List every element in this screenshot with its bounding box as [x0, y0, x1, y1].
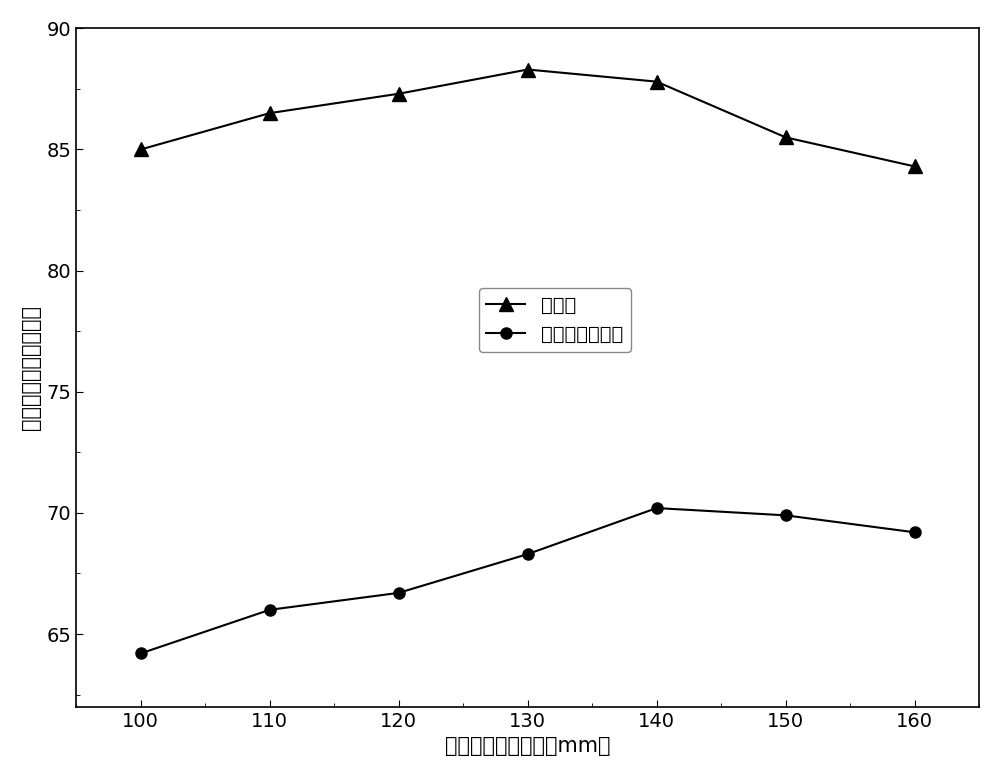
二噌英减排效率 — [651, 503, 663, 513]
X-axis label: 协同减排料层高度（mm）: 协同减排料层高度（mm） — [445, 736, 610, 756]
脱硫率 — [135, 145, 147, 154]
脱硫率 — [264, 109, 276, 118]
二噌英减排效率 — [264, 605, 276, 615]
脱硫率 — [522, 64, 534, 74]
二噌英减排效率 — [909, 528, 921, 537]
脱硫率 — [780, 133, 792, 142]
脱硫率 — [651, 77, 663, 86]
二噌英减排效率 — [780, 510, 792, 520]
Line: 二噌英减排效率: 二噌英减排效率 — [135, 503, 920, 659]
Legend: 脱硫率, 二噌英减排效率: 脱硫率, 二噌英减排效率 — [479, 288, 631, 352]
Y-axis label: 污染物减排效率（％）: 污染物减排效率（％） — [21, 305, 41, 430]
二噌英减排效率 — [393, 588, 405, 598]
脱硫率 — [393, 89, 405, 99]
脱硫率 — [909, 162, 921, 171]
二噌英减排效率 — [522, 549, 534, 559]
Line: 脱硫率: 脱硫率 — [134, 63, 922, 173]
二噌英减排效率 — [135, 649, 147, 658]
